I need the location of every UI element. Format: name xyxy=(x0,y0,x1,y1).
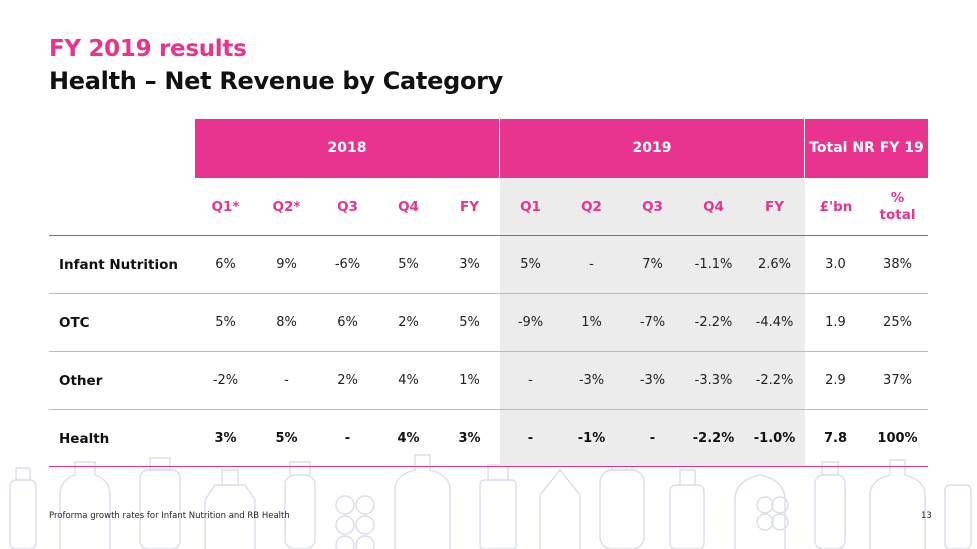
table-cell: 37% xyxy=(883,372,912,388)
table-cell: -1.1% xyxy=(694,256,733,272)
table-cell: -3% xyxy=(639,372,666,388)
col-header-2018-q2: Q2* xyxy=(272,198,301,215)
table-bottom-rule xyxy=(49,466,928,467)
footnote: Proforma growth rates for Infant Nutriti… xyxy=(49,511,290,521)
table-cell: 25% xyxy=(883,314,912,330)
col-header-2019-q2: Q2 xyxy=(581,198,602,215)
table-cell: -9% xyxy=(517,314,544,330)
table-cell: 3% xyxy=(459,256,480,272)
row-divider xyxy=(49,409,928,410)
page-number: 13 xyxy=(921,511,932,521)
row-label: Other xyxy=(59,373,103,389)
slide-title: FY 2019 results xyxy=(49,36,247,62)
table-cell: - xyxy=(589,256,594,272)
group-label-2018: 2018 xyxy=(327,139,367,156)
table-cell: 5% xyxy=(520,256,541,272)
table-cell: 3% xyxy=(214,430,237,446)
table-cell: -1.0% xyxy=(753,430,796,446)
table-cell: 7.8 xyxy=(823,430,848,446)
group-header-2019: 2019 xyxy=(500,119,804,178)
table-cell: 38% xyxy=(883,256,912,272)
row-label: OTC xyxy=(59,315,90,331)
row-label: Infant Nutrition xyxy=(59,257,178,273)
group-header-total: Total NR FY 19 xyxy=(805,119,928,178)
table-cell: 4% xyxy=(397,430,420,446)
table-cell: 2% xyxy=(398,314,419,330)
table-cell: 1.9 xyxy=(825,314,846,330)
table-cell: 6% xyxy=(215,256,236,272)
col-header-2019-q1: Q1 xyxy=(520,198,541,215)
header-rule xyxy=(49,235,928,236)
table-cell: 5% xyxy=(398,256,419,272)
table-cell: -3% xyxy=(578,372,605,388)
col-header-2018-q4: Q4 xyxy=(398,198,419,215)
table-cell: -4.4% xyxy=(755,314,794,330)
table-cell: 3% xyxy=(458,430,481,446)
table-cell: 5% xyxy=(215,314,236,330)
table-cell: 100% xyxy=(877,430,918,446)
table-cell: 5% xyxy=(459,314,480,330)
col-header-2019-fy: FY xyxy=(765,198,784,215)
table-cell: 2% xyxy=(337,372,358,388)
table-cell: 1% xyxy=(581,314,602,330)
row-divider xyxy=(49,293,928,294)
col-header-2018-fy: FY xyxy=(460,198,479,215)
table-cell: 6% xyxy=(337,314,358,330)
table-cell: - xyxy=(284,372,289,388)
slide-subtitle: Health – Net Revenue by Category xyxy=(49,67,504,95)
net-revenue-table: 2018 2019 Total NR FY 19 Q1* Q2* Q3 Q4 F… xyxy=(49,119,928,467)
table-cell: - xyxy=(344,430,351,446)
col-header-2019-q4: Q4 xyxy=(703,198,724,215)
table-cell: 7% xyxy=(642,256,663,272)
col-header-2019-q3: Q3 xyxy=(642,198,663,215)
table-cell: 4% xyxy=(398,372,419,388)
year-2019-shading xyxy=(500,178,805,467)
table-cell: - xyxy=(649,430,656,446)
col-header-2018-q1: Q1* xyxy=(211,198,240,215)
table-cell: 2.6% xyxy=(757,256,792,272)
table-cell: - xyxy=(527,430,534,446)
col-header-pct-total: % total xyxy=(879,190,916,223)
table-cell: 8% xyxy=(276,314,297,330)
row-divider xyxy=(49,351,928,352)
table-cell: 9% xyxy=(276,256,297,272)
table-cell: 3.0 xyxy=(825,256,846,272)
table-cell: -2% xyxy=(212,372,239,388)
row-label: Health xyxy=(59,431,110,447)
table-cell: -3.3% xyxy=(694,372,733,388)
table-cell: 2.9 xyxy=(825,372,846,388)
table-cell: 5% xyxy=(275,430,298,446)
table-cell: -2.2% xyxy=(692,430,735,446)
table-cell: 1% xyxy=(459,372,480,388)
table-cell: -6% xyxy=(334,256,361,272)
table-cell: -1% xyxy=(577,430,606,446)
col-header-2018-q3: Q3 xyxy=(337,198,358,215)
table-cell: -2.2% xyxy=(694,314,733,330)
group-header-2018: 2018 xyxy=(195,119,499,178)
group-label-total: Total NR FY 19 xyxy=(809,139,924,156)
table-cell: -2.2% xyxy=(755,372,794,388)
group-label-2019: 2019 xyxy=(632,139,672,156)
col-header-gbp-bn: £'bn xyxy=(819,198,853,215)
table-cell: -7% xyxy=(639,314,666,330)
table-cell: - xyxy=(528,372,533,388)
